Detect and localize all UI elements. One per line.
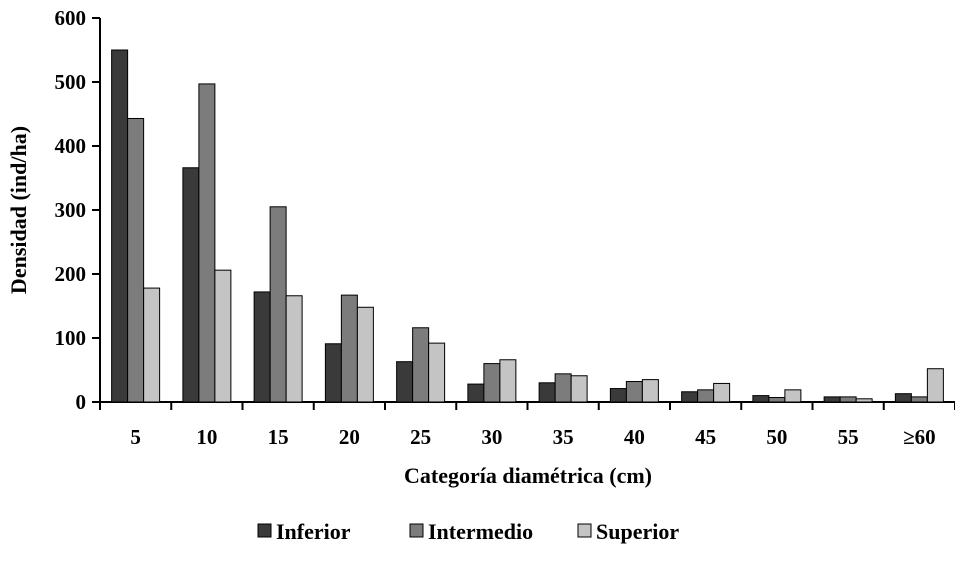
bar-superior-1 (214, 269, 232, 403)
x-tick-label: 40 (624, 425, 645, 449)
legend-swatch-superior (577, 523, 592, 538)
legend-swatch-inferior (257, 523, 272, 538)
x-tick-label: 10 (196, 425, 217, 449)
bar-superior-9 (784, 389, 802, 403)
y-tick-label: 200 (55, 262, 87, 286)
bar-intermedio-11 (910, 396, 928, 403)
bar-inferior-1 (182, 167, 200, 403)
bar-inferior-10 (823, 396, 841, 403)
bar-superior-8 (713, 382, 731, 403)
x-tick-label: 20 (339, 425, 360, 449)
bar-superior-0 (143, 287, 161, 403)
bar-inferior-4 (396, 361, 414, 403)
legend-label-inferior: Inferior (276, 519, 351, 544)
x-tick-label: 55 (838, 425, 859, 449)
bar-superior-6 (570, 375, 588, 403)
x-axis: 5 10 15 20 25 30 35 40 45 50 55 ≥60 (99, 401, 955, 449)
bar-intermedio-7 (625, 381, 643, 403)
bar-intermedio-4 (412, 327, 430, 403)
y-axis-title: Densidad (ind/ha) (6, 126, 31, 294)
y-tick-label: 0 (76, 390, 87, 414)
bar-superior-7 (641, 379, 659, 403)
x-tick-label: 35 (553, 425, 574, 449)
bar-inferior-0 (111, 49, 129, 403)
y-axis: 0 100 200 300 400 500 600 (55, 6, 101, 414)
bar-superior-11 (926, 368, 944, 403)
bar-intermedio-8 (697, 389, 715, 403)
y-tick-label: 500 (55, 70, 87, 94)
x-tick-label: ≥60 (903, 425, 936, 449)
bar-inferior-8 (681, 391, 699, 403)
y-tick-label: 600 (55, 6, 87, 30)
bar-intermedio-3 (340, 294, 358, 403)
legend-label-superior: Superior (596, 519, 679, 544)
bars (111, 49, 944, 403)
legend-swatch-intermedio (409, 523, 424, 538)
bar-intermedio-2 (269, 206, 287, 403)
bar-superior-2 (285, 295, 303, 403)
bar-inferior-5 (467, 383, 485, 403)
bar-inferior-11 (894, 393, 912, 403)
bar-intermedio-0 (127, 117, 145, 403)
x-tick-label: 25 (410, 425, 431, 449)
bar-intermedio-10 (839, 396, 857, 403)
y-tick-label: 300 (55, 198, 87, 222)
bar-inferior-6 (538, 382, 556, 403)
bar-superior-10 (855, 398, 873, 403)
bar-inferior-2 (253, 291, 271, 403)
bar-intermedio-6 (554, 373, 572, 403)
bar-superior-4 (428, 342, 446, 403)
legend-label-intermedio: Intermedio (428, 519, 533, 544)
x-tick-label: 15 (268, 425, 289, 449)
bar-inferior-7 (609, 388, 627, 403)
bar-intermedio-9 (768, 397, 786, 403)
x-tick-label: 45 (695, 425, 716, 449)
bar-intermedio-5 (483, 363, 501, 403)
bar-inferior-9 (752, 395, 770, 403)
y-tick-label: 100 (55, 326, 87, 350)
bar-inferior-3 (324, 343, 342, 403)
bar-intermedio-1 (198, 83, 216, 403)
x-tick-label: 5 (130, 425, 141, 449)
legend: Inferior Intermedio Superior (257, 519, 679, 544)
y-tick-label: 400 (55, 134, 87, 158)
bar-superior-3 (356, 306, 374, 403)
x-tick-label: 50 (766, 425, 787, 449)
x-tick-label: 30 (481, 425, 502, 449)
x-axis-title: Categoría diamétrica (cm) (404, 463, 652, 488)
bar-superior-5 (499, 359, 517, 403)
